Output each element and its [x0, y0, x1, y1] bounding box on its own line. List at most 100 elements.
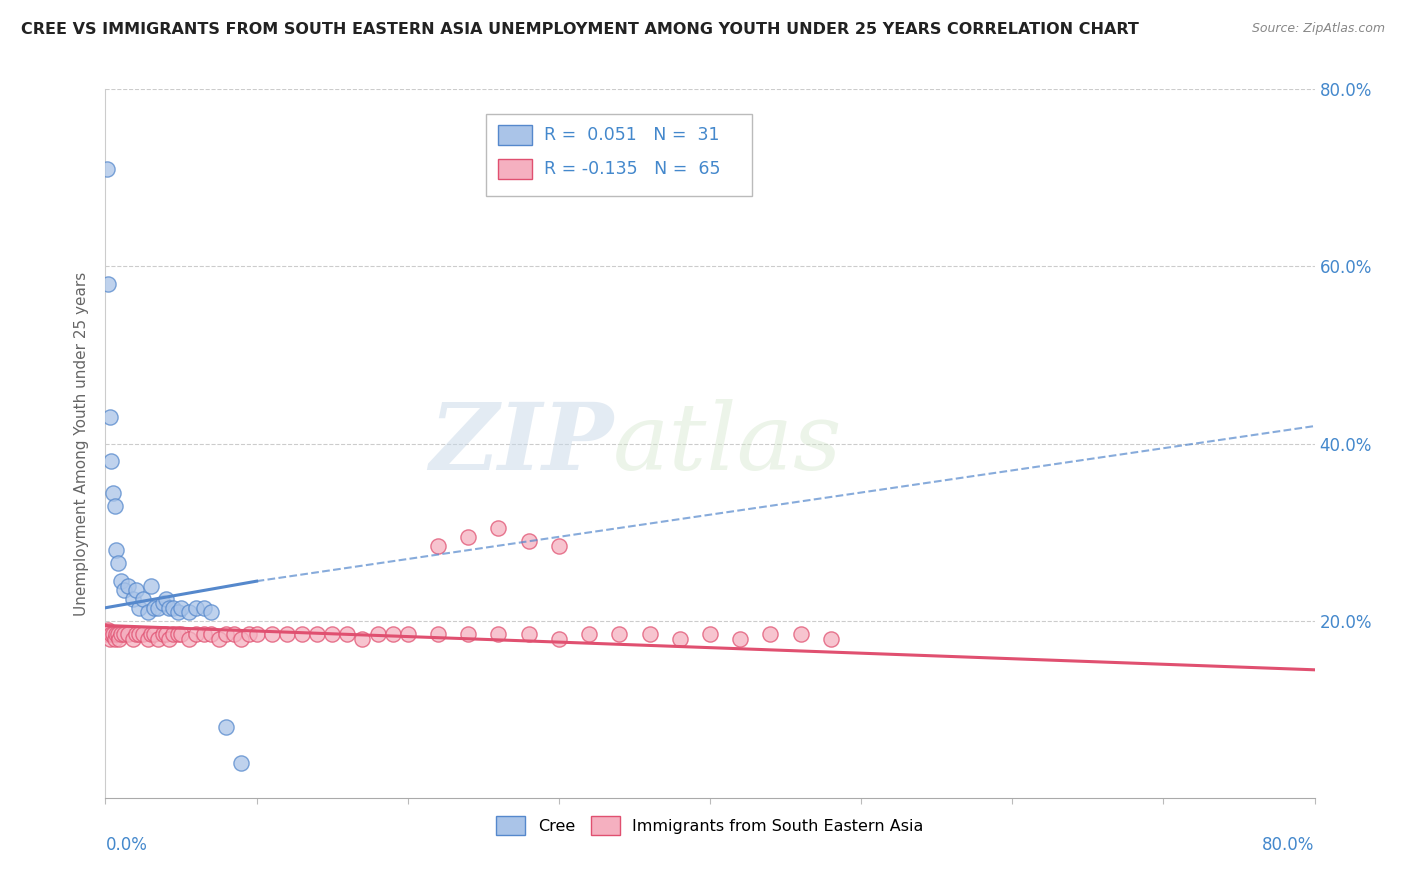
Point: [117, 578, 139, 592]
Point: [200, 627, 222, 641]
Point: [517, 534, 540, 549]
Point: [548, 632, 571, 646]
Point: [177, 632, 200, 646]
Point: [128, 600, 150, 615]
Point: [162, 627, 184, 641]
Point: [117, 627, 139, 641]
FancyBboxPatch shape: [499, 126, 533, 145]
Point: [167, 627, 190, 641]
Text: ZIP: ZIP: [429, 399, 613, 489]
Point: [231, 632, 253, 646]
Point: [142, 627, 165, 641]
Point: [291, 627, 314, 641]
Point: [276, 627, 298, 641]
Point: [157, 632, 180, 646]
Point: [97, 277, 120, 292]
Legend: Cree, Immigrants from South Eastern Asia: Cree, Immigrants from South Eastern Asia: [489, 809, 931, 841]
Point: [107, 557, 129, 571]
Point: [148, 632, 170, 646]
Point: [238, 627, 260, 641]
Point: [177, 605, 200, 619]
Point: [548, 539, 571, 553]
Text: CREE VS IMMIGRANTS FROM SOUTH EASTERN ASIA UNEMPLOYMENT AMONG YOUTH UNDER 25 YEA: CREE VS IMMIGRANTS FROM SOUTH EASTERN AS…: [21, 22, 1139, 37]
Point: [139, 578, 162, 592]
Text: R =  0.051   N =  31: R = 0.051 N = 31: [544, 127, 720, 145]
Point: [124, 627, 148, 641]
Point: [128, 627, 150, 641]
Point: [488, 627, 510, 641]
Point: [638, 627, 661, 641]
Point: [200, 605, 222, 619]
Point: [98, 410, 121, 425]
Point: [157, 600, 180, 615]
Point: [820, 632, 842, 646]
Text: 80.0%: 80.0%: [1263, 836, 1315, 854]
Point: [107, 627, 129, 641]
Point: [186, 600, 208, 615]
Point: [222, 627, 245, 641]
Point: [578, 627, 600, 641]
Point: [215, 627, 238, 641]
Point: [112, 582, 135, 597]
Point: [124, 582, 148, 597]
Point: [759, 627, 782, 641]
Point: [132, 627, 155, 641]
Point: [105, 543, 128, 558]
Y-axis label: Unemployment Among Youth under 25 years: Unemployment Among Youth under 25 years: [75, 272, 90, 615]
Point: [101, 627, 124, 641]
Point: [517, 627, 540, 641]
Point: [103, 499, 125, 513]
Point: [193, 600, 215, 615]
Point: [488, 521, 510, 535]
Point: [699, 627, 721, 641]
Point: [260, 627, 283, 641]
Point: [152, 596, 174, 610]
Point: [139, 627, 162, 641]
Point: [110, 627, 132, 641]
Text: R = -0.135   N =  65: R = -0.135 N = 65: [544, 161, 721, 178]
Point: [96, 161, 118, 176]
Point: [97, 623, 120, 637]
Point: [208, 632, 231, 646]
Point: [105, 627, 128, 641]
Point: [790, 627, 813, 641]
Point: [321, 627, 343, 641]
Point: [336, 627, 359, 641]
Point: [136, 605, 159, 619]
Point: [215, 721, 238, 735]
Point: [170, 600, 193, 615]
Point: [427, 627, 450, 641]
Point: [112, 627, 135, 641]
Point: [121, 632, 143, 646]
Point: [152, 627, 174, 641]
FancyBboxPatch shape: [499, 160, 533, 179]
Point: [307, 627, 329, 641]
Text: atlas: atlas: [613, 399, 842, 489]
Point: [352, 632, 374, 646]
Point: [132, 591, 155, 606]
Point: [609, 627, 631, 641]
Point: [162, 600, 184, 615]
Point: [101, 485, 124, 500]
Point: [186, 627, 208, 641]
Point: [155, 627, 177, 641]
Point: [457, 530, 479, 544]
Text: Source: ZipAtlas.com: Source: ZipAtlas.com: [1251, 22, 1385, 36]
Point: [193, 627, 215, 641]
Point: [100, 454, 122, 468]
Point: [457, 627, 479, 641]
Point: [427, 539, 450, 553]
Point: [396, 627, 419, 641]
Point: [170, 627, 193, 641]
Point: [669, 632, 692, 646]
Point: [246, 627, 269, 641]
Point: [231, 756, 253, 770]
Point: [148, 600, 170, 615]
Point: [96, 627, 118, 641]
Point: [155, 591, 177, 606]
Point: [103, 632, 125, 646]
Point: [108, 632, 131, 646]
Point: [381, 627, 404, 641]
Text: 0.0%: 0.0%: [105, 836, 148, 854]
Point: [366, 627, 388, 641]
